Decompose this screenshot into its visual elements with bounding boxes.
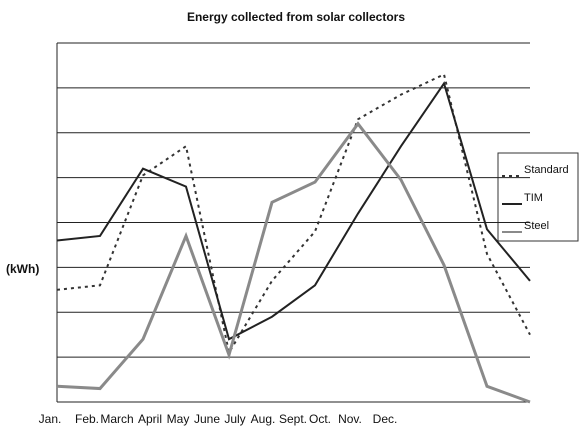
x-tick-label: July <box>224 412 245 426</box>
x-tick-label: Oct. <box>309 412 331 426</box>
x-tick-label: Sept. <box>279 412 307 426</box>
y-axis-label: (kWh) <box>6 262 39 276</box>
legend-label: TIM <box>524 192 543 204</box>
x-tick-label: March <box>100 412 133 426</box>
series-line <box>56 121 531 404</box>
x-tick-label: May <box>167 412 190 426</box>
x-tick-label: Nov. <box>338 412 362 426</box>
x-tick-label: April <box>138 412 162 426</box>
x-tick-label: Feb. <box>75 412 99 426</box>
x-tick-label: Jan. <box>39 412 62 426</box>
x-tick-label: June <box>194 412 220 426</box>
x-tick-label: Dec. <box>373 412 398 426</box>
legend-label: Steel <box>524 220 549 232</box>
legend-box <box>497 152 579 242</box>
x-tick-label: Aug. <box>251 412 276 426</box>
legend-label: Standard <box>524 164 569 176</box>
series-line <box>56 81 531 341</box>
chart-title: Energy collected from solar collectors <box>187 10 405 24</box>
